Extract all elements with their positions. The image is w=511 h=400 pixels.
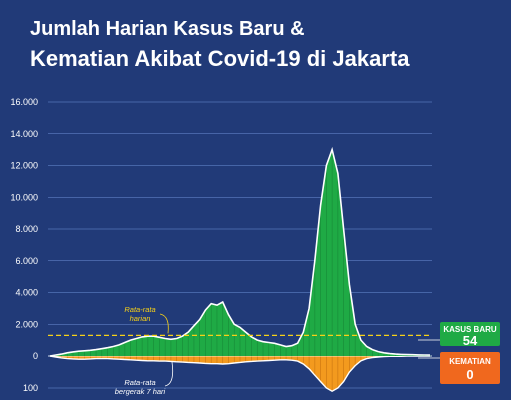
cases-series bbox=[49, 146, 431, 357]
badge-cases-label: KASUS BARU bbox=[443, 325, 497, 334]
cases-moving-average bbox=[49, 146, 431, 357]
badge-deaths: KEMATIAN 0 bbox=[418, 352, 500, 384]
y-axis-ticks: 16.000 14.000 12.000 10.000 8.000 6.000 4.000 2… bbox=[10, 97, 38, 393]
y-tick-label: 2.000 bbox=[15, 319, 38, 329]
y-tick-label: 6.000 bbox=[15, 256, 38, 266]
y-tick-label: 16.000 bbox=[10, 97, 38, 107]
badge-deaths-box bbox=[440, 352, 500, 384]
cases-area bbox=[50, 149, 430, 356]
reference-label-2: harian bbox=[130, 314, 151, 323]
y-tick-label: 14.000 bbox=[10, 129, 38, 139]
badge-deaths-value: 0 bbox=[466, 367, 473, 382]
y-tick-label: 4.000 bbox=[15, 288, 38, 298]
badge-cases-box bbox=[440, 322, 500, 346]
deaths-moving-average bbox=[49, 355, 430, 393]
moving-average-leader bbox=[164, 361, 174, 387]
moving-average-label-1: Rata-rata bbox=[124, 378, 155, 387]
y-tick-label-deaths: 100 bbox=[23, 383, 38, 393]
moving-average-label-2: bergerak 7 hari bbox=[115, 387, 166, 396]
reference-label-1: Rata-rata bbox=[124, 305, 155, 314]
badge-deaths-label: KEMATIAN bbox=[449, 357, 491, 366]
title-line-2: Kematian Akibat Covid-19 di Jakarta bbox=[30, 46, 410, 71]
chart-title: Jumlah Harian Kasus Baru & Kematian Akib… bbox=[30, 14, 490, 74]
y-tick-label: 0 bbox=[33, 351, 38, 361]
badge-cases: KASUS BARU 54 bbox=[418, 322, 500, 348]
badge-cases-value: 54 bbox=[463, 333, 478, 348]
y-tick-label: 8.000 bbox=[15, 224, 38, 234]
deaths-series bbox=[48, 355, 432, 393]
y-tick-label: 10.000 bbox=[10, 192, 38, 202]
y-tick-label: 12.000 bbox=[10, 161, 38, 171]
deaths-area bbox=[50, 356, 430, 392]
title-line-1: Jumlah Harian Kasus Baru & bbox=[30, 18, 305, 40]
reference-label-leader bbox=[159, 313, 169, 334]
